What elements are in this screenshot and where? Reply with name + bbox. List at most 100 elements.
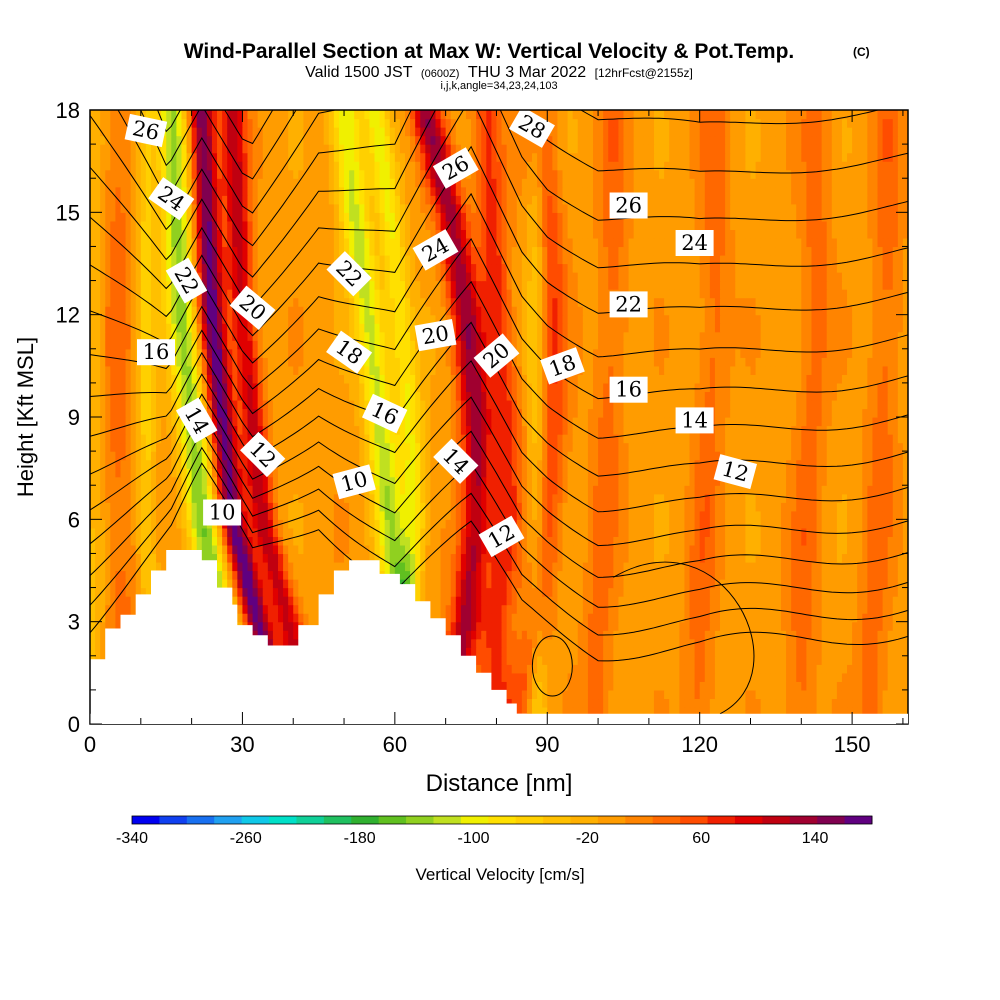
- velocity-cell: [288, 510, 294, 520]
- velocity-cell: [801, 476, 807, 486]
- velocity-cell: [532, 596, 538, 606]
- velocity-cell: [257, 630, 264, 640]
- velocity-cell: [826, 519, 833, 529]
- velocity-cell: [709, 587, 716, 597]
- velocity-cell: [547, 604, 553, 614]
- velocity-cell: [760, 655, 767, 665]
- velocity-cell: [816, 493, 823, 503]
- velocity-cell: [755, 468, 762, 478]
- velocity-cell: [394, 519, 401, 529]
- velocity-cell: [247, 604, 254, 614]
- velocity-cell: [902, 485, 908, 495]
- velocity-cell: [293, 485, 299, 495]
- velocity-cell: [892, 502, 899, 512]
- velocity-cell: [242, 493, 249, 503]
- velocity-cell: [740, 638, 747, 648]
- velocity-cell: [628, 596, 635, 606]
- velocity-cell: [542, 579, 548, 589]
- velocity-cell: [598, 510, 604, 520]
- velocity-cell: [699, 493, 706, 503]
- velocity-cell: [816, 664, 823, 674]
- velocity-cell: [506, 689, 513, 700]
- velocity-cell: [354, 510, 360, 520]
- velocity-cell: [684, 468, 691, 478]
- velocity-cell: [547, 613, 553, 623]
- velocity-cell: [598, 519, 604, 529]
- velocity-cell: [105, 485, 111, 495]
- velocity-cell: [95, 613, 101, 623]
- velocity-cell: [435, 579, 442, 589]
- velocity-cell: [841, 664, 848, 674]
- velocity-cell: [806, 681, 813, 691]
- velocity-cell: [740, 553, 747, 563]
- velocity-cell: [689, 621, 696, 631]
- velocity-cell: [222, 459, 228, 469]
- velocity-cell: [867, 476, 874, 486]
- velocity-cell: [110, 527, 116, 537]
- velocity-cell: [816, 510, 823, 520]
- velocity-cell: [542, 553, 548, 563]
- velocity-cell: [298, 587, 304, 597]
- velocity-cell: [349, 493, 355, 503]
- velocity-cell: [166, 527, 172, 537]
- velocity-cell: [516, 553, 523, 563]
- velocity-cell: [557, 596, 564, 606]
- velocity-cell: [496, 621, 503, 631]
- velocity-cell: [862, 561, 868, 572]
- velocity-cell: [877, 527, 884, 537]
- velocity-cell: [750, 621, 757, 631]
- velocity-cell: [288, 621, 294, 631]
- velocity-cell: [394, 544, 401, 555]
- velocity-cell: [323, 527, 330, 537]
- velocity-cell: [100, 638, 106, 648]
- velocity-cell: [796, 536, 802, 546]
- velocity-cell: [435, 604, 442, 614]
- velocity-cell: [872, 630, 879, 640]
- velocity-cell: [796, 459, 802, 469]
- velocity-cell: [450, 630, 457, 640]
- velocity-cell: [633, 587, 640, 597]
- velocity-cell: [232, 468, 238, 478]
- velocity-cell: [125, 468, 132, 478]
- velocity-cell: [186, 502, 193, 512]
- velocity-cell: [664, 502, 670, 512]
- velocity-cell: [887, 570, 894, 580]
- velocity-cell: [872, 536, 879, 546]
- velocity-cell: [298, 570, 304, 580]
- velocity-cell: [760, 468, 767, 478]
- velocity-cell: [125, 510, 132, 520]
- velocity-cell: [867, 604, 874, 614]
- velocity-cell: [425, 570, 432, 580]
- velocity-cell: [582, 561, 589, 572]
- velocity-cell: [653, 621, 660, 631]
- velocity-cell: [115, 544, 122, 555]
- velocity-cell: [562, 647, 569, 657]
- velocity-cell: [699, 544, 706, 555]
- velocity-cell: [618, 621, 625, 631]
- velocity-cell: [836, 672, 843, 682]
- velocity-cell: [745, 570, 752, 580]
- velocity-cell: [476, 468, 482, 478]
- velocity-cell: [806, 638, 813, 648]
- velocity-cell: [542, 613, 548, 623]
- velocity-cell: [847, 544, 853, 555]
- velocity-cell: [298, 468, 304, 478]
- velocity-cell: [227, 570, 233, 580]
- velocity-cell: [552, 638, 559, 648]
- velocity-cell: [633, 459, 640, 469]
- velocity-cell: [618, 587, 625, 597]
- velocity-cell: [725, 493, 731, 503]
- velocity-cell: [491, 579, 498, 589]
- velocity-cell: [384, 510, 391, 520]
- velocity-cell: [267, 561, 274, 572]
- velocity-cell: [882, 613, 889, 623]
- velocity-cell: [471, 544, 477, 555]
- velocity-cell: [532, 655, 538, 665]
- velocity-cell: [882, 630, 889, 640]
- velocity-cell: [826, 681, 833, 691]
- velocity-cell: [460, 613, 467, 623]
- velocity-cell: [786, 672, 792, 682]
- velocity-cell: [689, 664, 696, 674]
- velocity-cell: [552, 587, 559, 597]
- velocity-cell: [577, 587, 584, 597]
